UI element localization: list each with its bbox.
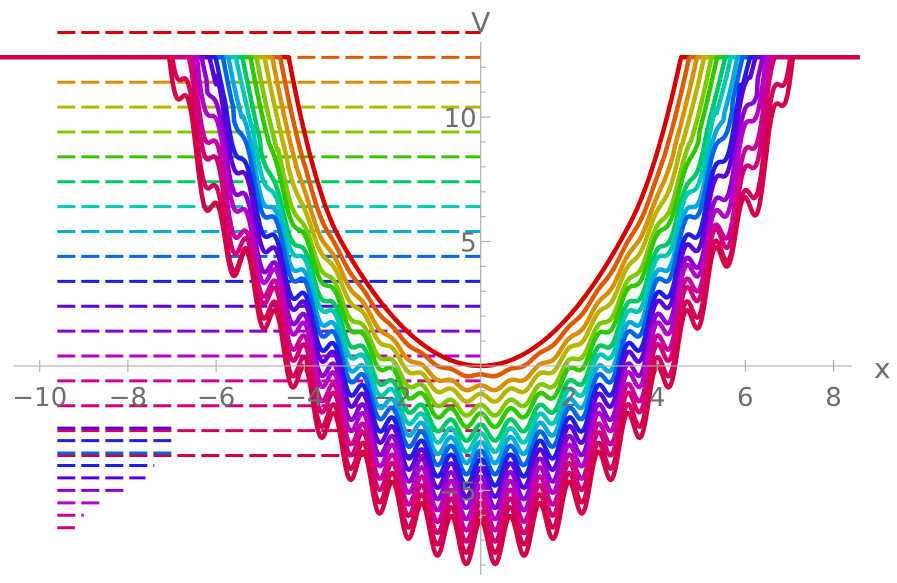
potential-curve <box>0 55 862 567</box>
x-tick-label: −4 <box>285 383 323 413</box>
tick-marks <box>39 66 835 566</box>
y-tick-label: −5 <box>438 477 476 507</box>
y-tick-label: 5 <box>460 229 477 259</box>
y-tick-label: 10 <box>444 104 477 134</box>
x-tick-label: 8 <box>825 383 842 413</box>
x-tick-label: 4 <box>649 383 666 413</box>
x-tick-label: −6 <box>197 383 235 413</box>
x-tick-label: −8 <box>109 383 147 413</box>
x-tick-label: −10 <box>12 383 67 413</box>
axes: −10 −8 −6 −4 −2 2 4 6 8 −5 5 10 x V <box>12 6 891 575</box>
x-tick-label: −2 <box>373 383 411 413</box>
y-axis-title: V <box>471 6 490 39</box>
tick-labels: −10 −8 −6 −4 −2 2 4 6 8 −5 5 10 <box>12 104 842 507</box>
x-tick-label: 2 <box>561 383 578 413</box>
x-axis-title: x <box>874 352 891 385</box>
x-tick-label: 6 <box>737 383 754 413</box>
potential-curves <box>0 55 862 567</box>
